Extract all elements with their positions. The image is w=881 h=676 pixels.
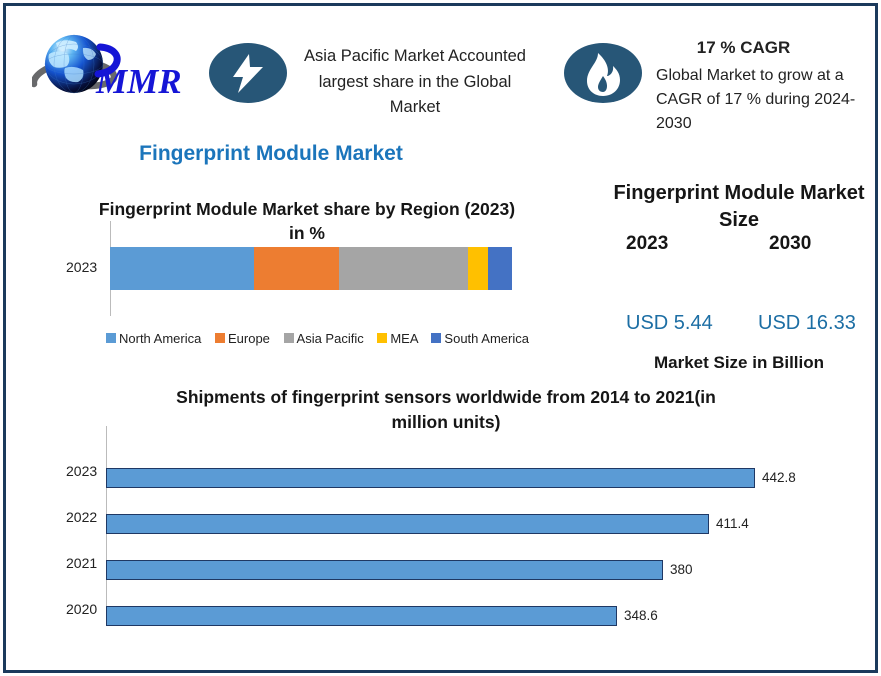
svg-text:MMR: MMR [95,62,182,101]
